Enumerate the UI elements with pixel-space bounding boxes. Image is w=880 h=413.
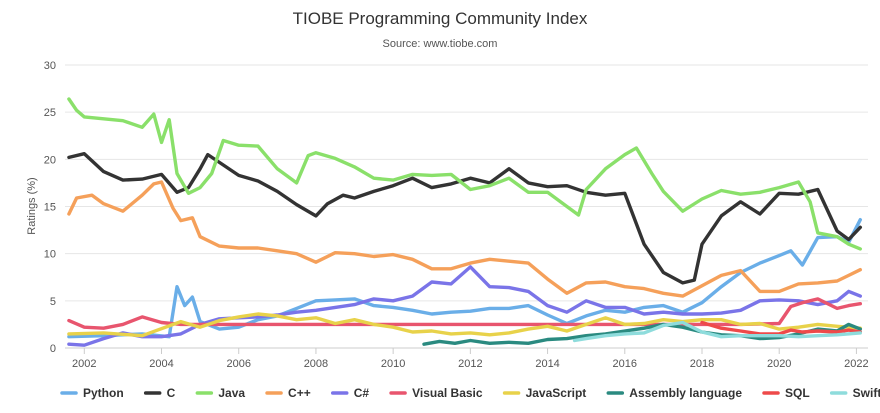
y-tick-label: 25 bbox=[44, 107, 56, 119]
legend-label: Swift bbox=[853, 386, 880, 400]
legend-label: Java bbox=[218, 386, 245, 400]
legend-item[interactable]: C bbox=[143, 386, 176, 400]
legend-label: SQL bbox=[785, 386, 810, 400]
legend: Python C Java C++ C# Visual Basic JavaScript As… bbox=[60, 386, 880, 400]
y-tick-label: 15 bbox=[44, 202, 56, 214]
x-tick-label: 2002 bbox=[72, 358, 96, 370]
series-line-sql[interactable] bbox=[700, 320, 862, 336]
legend-label: JavaScript bbox=[526, 386, 587, 400]
x-tick-label: 2020 bbox=[767, 358, 791, 370]
y-tick-label: 10 bbox=[44, 249, 56, 261]
legend-label: Assembly language bbox=[629, 386, 742, 400]
legend-item[interactable]: C# bbox=[330, 386, 370, 400]
legend-label: Visual Basic bbox=[412, 386, 483, 400]
x-tick-label: 2010 bbox=[381, 358, 405, 370]
x-tick-label: 2008 bbox=[304, 358, 328, 370]
chart-title: TIOBE Programming Community Index bbox=[293, 9, 588, 28]
series-line-c-[interactable] bbox=[67, 180, 862, 298]
legend-item[interactable]: Python bbox=[60, 386, 124, 400]
series-line-assembly-language[interactable] bbox=[422, 322, 862, 346]
series-line-javascript[interactable] bbox=[67, 312, 862, 338]
x-tick-label: 2012 bbox=[458, 358, 482, 370]
gridlines bbox=[65, 64, 868, 349]
legend-item[interactable]: JavaScript bbox=[502, 386, 587, 400]
x-tick-label: 2016 bbox=[613, 358, 637, 370]
legend-item[interactable]: Visual Basic bbox=[389, 386, 483, 400]
y-tick-label: 0 bbox=[50, 343, 56, 355]
legend-item[interactable]: SQL bbox=[762, 386, 810, 400]
x-axis-ticks: 2002 2004 2006 2008 2010 2012 2014 2016 2018 2020… bbox=[72, 348, 869, 370]
legend-label: Python bbox=[83, 386, 124, 400]
y-axis-ticks: 0 5 10 15 20 25 30 bbox=[44, 60, 56, 355]
legend-item[interactable]: Assembly language bbox=[606, 386, 742, 400]
series-line-java[interactable] bbox=[67, 97, 862, 251]
legend-item[interactable]: C++ bbox=[265, 386, 311, 400]
series-lines bbox=[67, 97, 862, 347]
x-tick-label: 2004 bbox=[149, 358, 173, 370]
series-line-c[interactable] bbox=[67, 152, 862, 285]
x-tick-label: 2014 bbox=[535, 358, 559, 370]
series-line-visual-basic[interactable] bbox=[67, 297, 862, 330]
legend-label: C# bbox=[354, 386, 370, 400]
y-tick-label: 5 bbox=[50, 296, 56, 308]
y-axis-label: Ratings (%) bbox=[26, 177, 38, 234]
x-tick-label: 2022 bbox=[844, 358, 868, 370]
chart-subtitle: Source: www.tiobe.com bbox=[383, 38, 498, 50]
y-tick-label: 20 bbox=[44, 154, 56, 166]
legend-item[interactable]: Swift bbox=[829, 386, 880, 400]
y-tick-label: 30 bbox=[44, 60, 56, 72]
series-line-python[interactable] bbox=[67, 218, 862, 339]
legend-label: C++ bbox=[288, 386, 311, 400]
x-tick-label: 2006 bbox=[226, 358, 250, 370]
legend-item[interactable]: Java bbox=[195, 386, 245, 400]
legend-label: C bbox=[167, 386, 176, 400]
series-line-swift[interactable] bbox=[572, 320, 862, 343]
x-tick-label: 2018 bbox=[690, 358, 714, 370]
